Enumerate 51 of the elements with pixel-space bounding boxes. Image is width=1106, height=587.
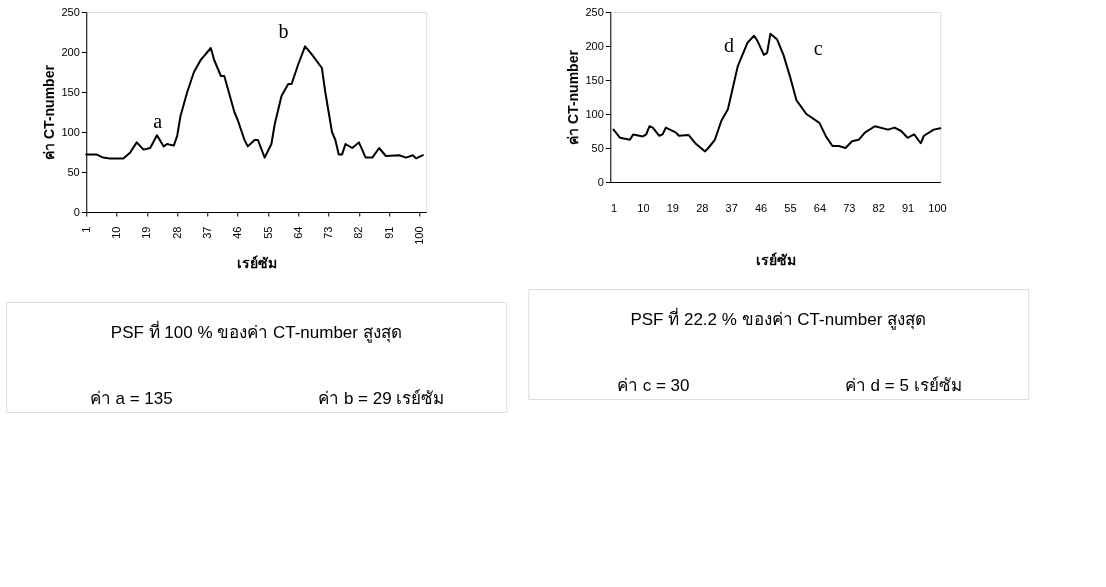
y-tick-label: 0: [73, 205, 80, 218]
y-tick-label: 100: [61, 125, 80, 138]
x-tick-label: 28: [696, 201, 709, 214]
x-tick-label: 19: [140, 226, 153, 239]
y-tick-label: 50: [67, 165, 80, 178]
text: ค่า d = 5 เรย์ซัม: [844, 375, 962, 395]
y-axis-title: ค่า CT-number: [41, 64, 58, 160]
x-tick-label: 55: [784, 201, 797, 214]
x-tick-label: 37: [725, 201, 738, 214]
x-axis-title: เรย์ซัม: [236, 254, 277, 271]
x-tick-label: 10: [637, 201, 650, 214]
x-tick-label: 1: [611, 201, 618, 214]
y-tick-label: 100: [585, 107, 604, 120]
x-tick-label: 91: [902, 201, 915, 214]
x-tick-label: 46: [754, 201, 768, 214]
x-tick-label: 55: [261, 226, 274, 239]
x-tick-label: 46: [231, 226, 244, 239]
text: ค่า b = 29 เรย์ซัม: [318, 388, 445, 408]
x-tick-label: 28: [170, 226, 183, 239]
annotation: a: [153, 110, 163, 132]
x-tick-label: 10: [110, 226, 123, 239]
text: PSF ที่ 100 % ของค่า CT-number สูงสุด: [110, 319, 402, 343]
line-series: [612, 32, 942, 153]
y-tick-label: 50: [591, 141, 604, 154]
x-tick-label: 82: [352, 226, 365, 239]
annotation: d: [724, 34, 735, 56]
x-tick-label: 64: [813, 201, 827, 214]
y-tick-label: 200: [585, 39, 604, 52]
y-tick-label: 250: [61, 5, 80, 18]
x-tick-label: 73: [322, 226, 335, 239]
y-axis-title: ค่า CT-number: [565, 49, 582, 145]
y-tick-label: 150: [61, 85, 80, 98]
text: ค่า c = 30: [616, 375, 690, 395]
x-tick-label: 100: [928, 201, 947, 214]
x-tick-label: 1: [79, 226, 92, 233]
x-tick-label: 82: [872, 201, 885, 214]
x-axis-title: เรย์ซัม: [755, 251, 796, 268]
annotation: c: [813, 37, 823, 60]
x-tick-label: 37: [200, 226, 213, 239]
y-tick-label: 200: [61, 45, 80, 58]
x-tick-label: 91: [382, 226, 395, 239]
x-tick-label: 73: [843, 201, 856, 214]
y-tick-label: 250: [585, 5, 604, 18]
x-tick-label: 100: [413, 226, 426, 245]
x-tick-label: 19: [666, 201, 679, 214]
text: ค่า a = 135: [89, 388, 173, 408]
x-tick-label: 64: [291, 226, 304, 239]
text: PSF ที่ 22.2 % ของค่า CT-number สูงสุด: [630, 306, 927, 330]
y-tick-label: 0: [597, 175, 604, 188]
y-tick-label: 150: [585, 73, 604, 86]
annotation: b: [278, 20, 289, 42]
